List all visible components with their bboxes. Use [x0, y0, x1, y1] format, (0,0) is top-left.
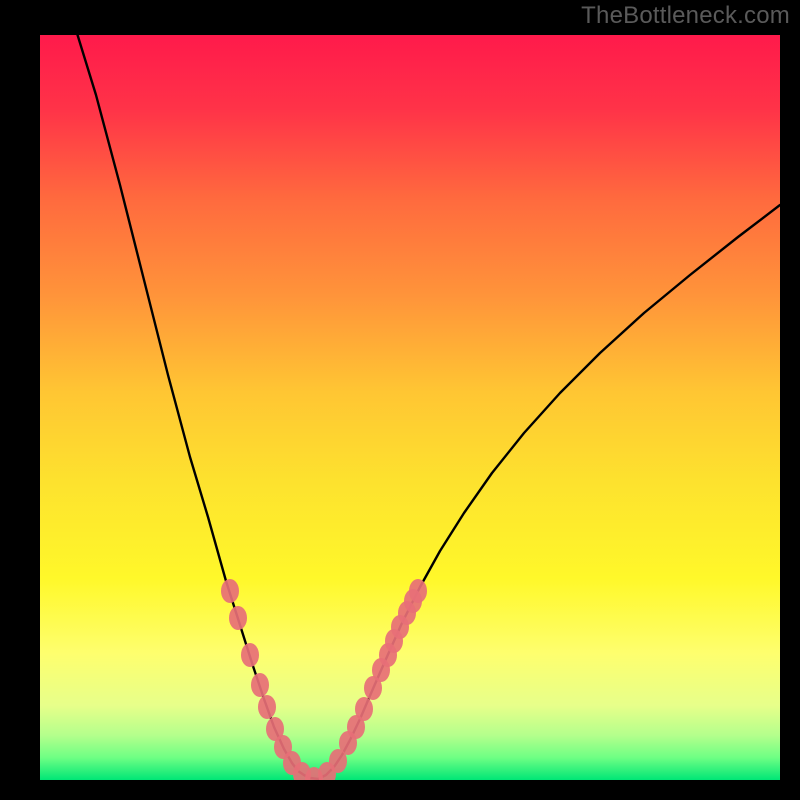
data-marker	[409, 579, 427, 603]
data-marker	[229, 606, 247, 630]
data-marker	[355, 697, 373, 721]
data-marker	[241, 643, 259, 667]
gradient-background	[40, 35, 780, 780]
data-marker	[258, 695, 276, 719]
plot-svg	[40, 35, 780, 780]
data-marker	[251, 673, 269, 697]
watermark-text: TheBottleneck.com	[581, 2, 790, 30]
chart-root: TheBottleneck.com	[0, 0, 800, 800]
plot-area	[40, 35, 780, 780]
data-marker	[221, 579, 239, 603]
